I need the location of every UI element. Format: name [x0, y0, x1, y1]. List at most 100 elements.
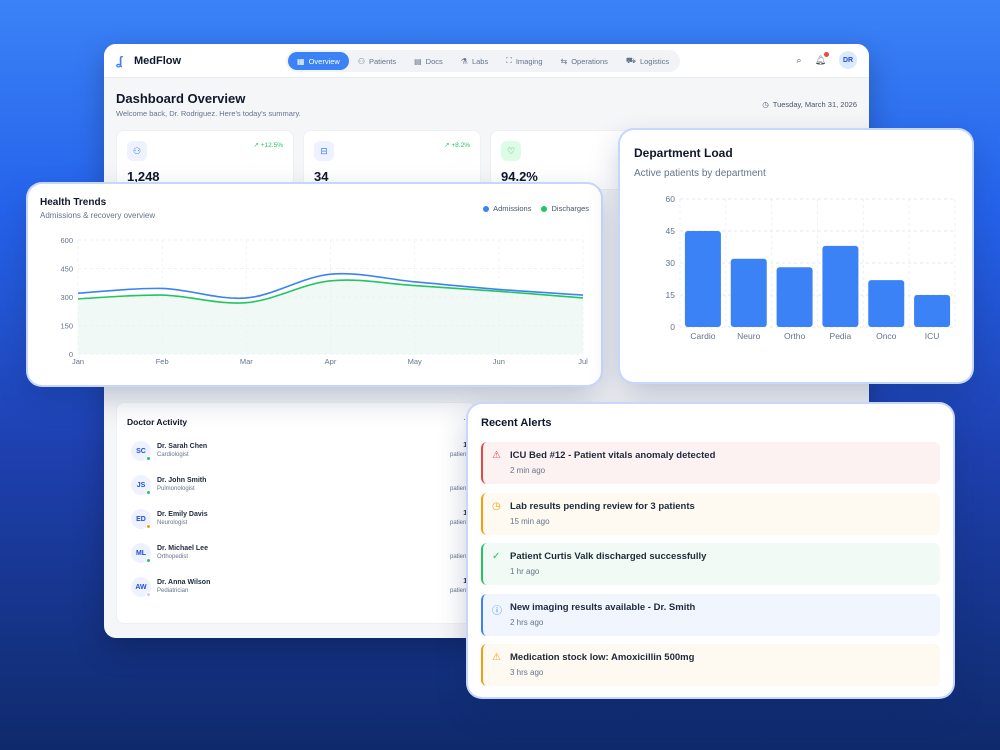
doctor-specialty: Neurologist [157, 520, 188, 526]
nav-item-docs[interactable]: ▤ Docs [405, 52, 452, 70]
alert-text: New imaging results available - Dr. Smit… [510, 601, 696, 613]
stat-card-patients[interactable]: ⚇ ↗ +12.5% 1,248 [116, 130, 294, 190]
chart-legend: Admissions Discharges [483, 204, 589, 213]
health-trends-title: Health Trends [40, 197, 107, 208]
search-icon[interactable]: ⌕ [796, 54, 802, 65]
stat-change: ↗ +12.5% [253, 142, 284, 149]
more-icon[interactable]: ⋯ [463, 415, 471, 424]
x-tick-label: Mar [240, 357, 253, 366]
patient-count: 10 [463, 578, 471, 585]
y-tick-label: 300 [60, 293, 73, 302]
nav-item-label: Docs [425, 56, 443, 66]
main-nav: ▦ Overview ⚇ Patients ▤ Docs ⚗ Labs ⛶ Imaging ⇆ Ope… [286, 50, 681, 72]
patient-count: 12 [463, 442, 471, 449]
nav-item-label: Overview [308, 56, 340, 66]
nav-item-patients[interactable]: ⚇ Patients [349, 52, 405, 70]
y-tick-label: 15 [666, 290, 676, 300]
bar-neuro[interactable] [730, 258, 767, 327]
health-trends-card: Health Trends Admissions & recovery over… [28, 184, 601, 385]
bar-pedia[interactable] [822, 245, 859, 327]
truck-icon: ⛟ [625, 56, 636, 65]
legend-swatch [483, 205, 490, 212]
nav-item-operations[interactable]: ⇆ Operations [552, 52, 617, 70]
legend-item: Admissions [483, 204, 531, 213]
recent-alerts-title: Recent Alerts [481, 417, 552, 429]
bar-onco[interactable] [868, 280, 905, 327]
x-tick-label: Pedia [830, 331, 852, 341]
nav-item-label: Imaging [515, 56, 543, 66]
legend-swatch [541, 205, 548, 212]
alert-text: Medication stock low: Amoxicillin 500mg [510, 652, 695, 663]
user-avatar[interactable]: DR [839, 51, 857, 69]
check-circle-icon: ✓ [492, 551, 501, 562]
alert-text: Lab results pending review for 3 patient… [510, 500, 695, 512]
patient-count-unit: patients [449, 452, 471, 458]
bar-ortho[interactable] [776, 267, 813, 327]
alert-time: 15 min ago [510, 516, 550, 526]
nav-item-overview[interactable]: ▦ Overview [288, 52, 349, 70]
nav-item-labs[interactable]: ⚗ Labs [452, 52, 497, 70]
stat-value: 94.2% [501, 169, 538, 184]
status-dot [146, 592, 151, 597]
y-tick-label: 600 [60, 236, 73, 245]
app-logo[interactable]: ʆ MedFlow [116, 54, 181, 68]
doctor-name: Dr. Michael Lee [157, 545, 208, 552]
y-tick-label: 45 [666, 226, 676, 236]
stat-change: ↗ +8.2% [444, 142, 470, 149]
flask-icon: ⚗ [460, 56, 468, 66]
y-tick-label: 450 [60, 265, 73, 274]
bar-icu[interactable] [914, 295, 951, 327]
bar-cardio[interactable] [684, 231, 721, 327]
clock-icon: ◷ [762, 100, 769, 109]
app-name: MedFlow [134, 54, 182, 67]
series-line-admissions [77, 272, 584, 300]
x-tick-label: Cardio [690, 331, 715, 341]
alert-text: ICU Bed #12 - Patient vitals anomaly det… [510, 450, 716, 461]
nav-item-label: Operations [571, 56, 608, 66]
patient-count-unit: patients [449, 486, 471, 492]
alert-item[interactable]: ⚠ Medication stock low: Amoxicillin 500mg… [481, 644, 940, 686]
alert-item[interactable]: ◷ Lab results pending review for 3 patien… [481, 492, 940, 535]
doctor-activity-title: Doctor Activity [127, 417, 188, 427]
stat-card-beds[interactable]: ⊟ ↗ +8.2% 34 [303, 130, 481, 190]
status-dot [146, 558, 151, 563]
users-icon: ⚇ [127, 141, 147, 161]
doctor-specialty: Pediatrician [157, 588, 189, 594]
doctor-name: Dr. John Smith [157, 477, 207, 484]
doctor-name: Dr. Emily Davis [157, 511, 208, 518]
alert-item[interactable]: ✓ Patient Curtis Valk discharged successf… [481, 543, 940, 585]
doctor-specialty: Orthopedist [157, 554, 189, 560]
doctor-name: Dr. Sarah Chen [157, 443, 208, 450]
nav-item-label: Patients [369, 56, 397, 66]
alert-time: 2 min ago [510, 466, 546, 475]
page-title: Dashboard Overview [116, 91, 246, 106]
info-icon: ⓘ [492, 605, 502, 617]
alert-item[interactable]: ⚠ ICU Bed #12 - Patient vitals anomaly de… [481, 442, 940, 484]
stat-value: 34 [314, 169, 329, 184]
date-text: Tuesday, March 31, 2026 [772, 100, 857, 109]
legend-label: Discharges [551, 204, 589, 213]
doctor-name: Dr. Anna Wilson [157, 579, 211, 586]
patient-count-unit: patients [449, 554, 471, 560]
medflow-logo-icon: ʆ [116, 53, 123, 68]
department-load-subtitle: Active patients by department [634, 168, 766, 179]
alert-time: 2 hrs ago [510, 617, 544, 627]
legend-item: Discharges [541, 204, 589, 213]
doctor-specialty: Cardiologist [157, 452, 189, 458]
alert-time: 1 hr ago [510, 567, 540, 576]
y-tick-label: 150 [60, 322, 73, 331]
alert-time: 3 hrs ago [510, 668, 544, 677]
nav-item-logistics[interactable]: ⛟ Logistics [617, 52, 678, 70]
notification-dot [824, 51, 829, 57]
alert-item[interactable]: ⓘ New imaging results available - Dr. Smi… [481, 593, 940, 636]
nav-item-imaging[interactable]: ⛶ Imaging [497, 52, 551, 70]
bell-icon[interactable]: 🔔︎ [815, 51, 829, 66]
x-tick-label: ICU [925, 331, 940, 341]
y-tick-label: 60 [666, 194, 676, 204]
x-tick-label: Feb [156, 357, 169, 366]
